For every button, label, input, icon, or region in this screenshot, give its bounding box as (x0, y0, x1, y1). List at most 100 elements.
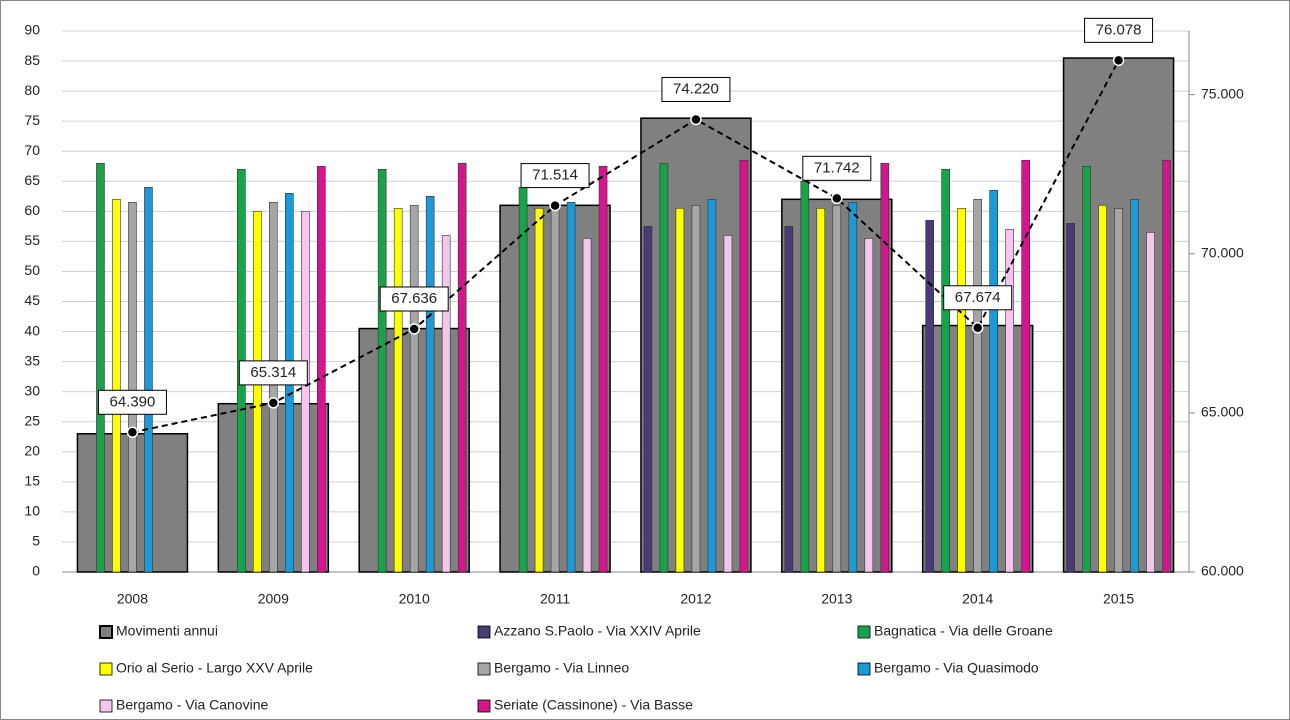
x-tick-label: 2008 (117, 591, 148, 607)
bar (1098, 205, 1107, 573)
bar (128, 202, 137, 573)
label-box (520, 163, 590, 189)
label-box (943, 285, 1013, 311)
legend-label: Bergamo - Via Linneo (494, 660, 629, 676)
x-tick-label: 2013 (821, 591, 852, 607)
y2-tick-label: 75.000 (1201, 85, 1244, 101)
x-tick-label: 2012 (680, 591, 711, 607)
legend-label: Orio al Serio - Largo XXV Aprile (116, 660, 313, 676)
legend-swatch (477, 699, 491, 713)
legend-swatch (477, 625, 491, 639)
y-tick-label: 20 (24, 442, 40, 458)
bar (1146, 232, 1155, 573)
data-label: 76.078 (1096, 21, 1142, 38)
legend-swatch (99, 699, 113, 713)
bar (643, 226, 653, 573)
bar (675, 208, 685, 573)
bar (393, 208, 403, 573)
legend-label: Seriate (Cassinone) - Via Basse (494, 697, 693, 713)
y-tick-label: 65 (24, 172, 40, 188)
legend-swatch (99, 662, 113, 676)
x-tick-label: 2011 (540, 591, 570, 607)
bar (880, 162, 890, 573)
bar (534, 208, 544, 573)
y-tick-label: 75 (24, 112, 40, 128)
legend-swatch (857, 662, 871, 676)
bar (957, 208, 966, 573)
data-label: 67.636 (391, 290, 437, 307)
y-tick-label: 30 (24, 382, 40, 398)
line (132, 59, 1120, 434)
bar (1066, 223, 1075, 573)
y-tick-label: 15 (24, 473, 40, 489)
y2-tick-label: 70.000 (1201, 244, 1244, 260)
x-tick-label: 2010 (399, 591, 430, 607)
label-box (802, 155, 872, 181)
bar (112, 199, 121, 573)
bar (96, 162, 105, 573)
bar (441, 235, 451, 573)
legend-swatch (857, 625, 871, 639)
label-box (379, 286, 449, 312)
bar (1005, 229, 1014, 573)
bar (377, 168, 387, 573)
bar (989, 189, 998, 573)
bar (941, 168, 950, 573)
legend-label: Movimenti annui (116, 623, 218, 639)
legend-swatch (477, 662, 491, 676)
bar (317, 165, 326, 573)
bar (1021, 159, 1030, 573)
bar (409, 205, 419, 573)
bar (723, 235, 733, 573)
bar (550, 205, 560, 573)
y-tick-label: 0 (32, 563, 40, 579)
y-tick-label: 60 (24, 202, 40, 218)
legend-label: Bagnatica - Via delle Groane (874, 623, 1053, 639)
bar (1114, 208, 1123, 573)
bar (800, 180, 810, 573)
line-marker (267, 397, 280, 409)
line-marker (971, 322, 984, 334)
y2-tick-label: 60.000 (1201, 563, 1244, 579)
line-marker (831, 192, 843, 205)
bar (457, 162, 467, 573)
label-box (661, 76, 731, 102)
y-tick-label: 85 (24, 52, 40, 68)
legend-label: Bergamo - Via Canovine (116, 697, 268, 713)
x-tick-label: 2015 (1103, 591, 1134, 607)
y-tick-label: 25 (24, 412, 40, 428)
bar (739, 159, 749, 573)
bar (566, 202, 576, 573)
data-label: 64.390 (109, 393, 155, 410)
legend-label: Azzano S.Paolo - Via XXIV Aprile (494, 623, 701, 639)
y-tick-label: 55 (24, 232, 40, 248)
label-box (1084, 17, 1154, 43)
bar (269, 202, 278, 573)
line-marker (690, 113, 702, 126)
bar (1162, 159, 1171, 573)
bar (301, 211, 310, 573)
y-tick-label: 5 (32, 533, 40, 549)
y-tick-label: 80 (24, 82, 40, 98)
bar (1082, 165, 1091, 573)
line-marker (408, 323, 420, 335)
bar (659, 162, 669, 573)
y-tick-label: 70 (24, 142, 40, 158)
label-box (238, 360, 308, 386)
x-tick-label: 2014 (962, 591, 993, 607)
line-marker (126, 426, 139, 439)
bar (784, 226, 794, 573)
y-tick-label: 10 (24, 503, 40, 519)
bar (848, 202, 858, 573)
bar (253, 211, 262, 573)
x-tick-label: 2009 (258, 591, 289, 607)
y2-tick-label: 65.000 (1201, 404, 1244, 420)
bar (707, 199, 717, 573)
bar (864, 238, 874, 573)
data-label: 67.674 (955, 289, 1001, 306)
y-tick-label: 90 (24, 22, 40, 38)
data-label: 65.314 (250, 364, 296, 381)
bar (518, 186, 528, 573)
line-marker (1112, 54, 1125, 67)
